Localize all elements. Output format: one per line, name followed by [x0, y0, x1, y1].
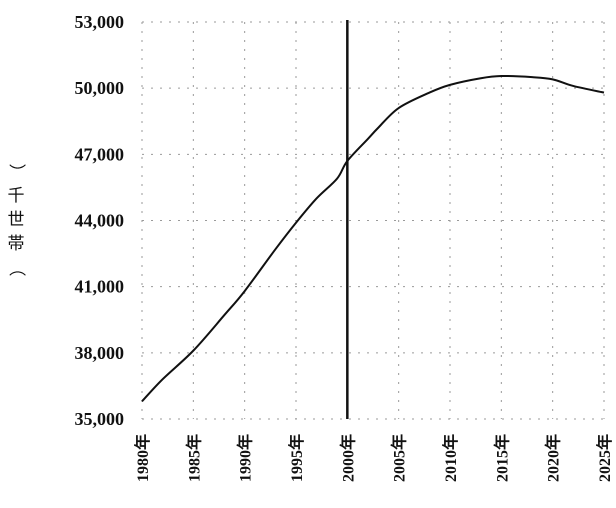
y-tick-label: 47,000 [75, 144, 125, 164]
x-tick-label: 2025年 [595, 434, 614, 482]
y-tick-label: 38,000 [75, 343, 125, 363]
y-tick-label: 53,000 [75, 12, 125, 32]
y-axis-ticks: 53,000 50,000 47,000 44,000 41,000 38,000 35,0… [75, 12, 125, 429]
x-axis-ticks: 1980年 1985年 1990年 1995年 2000年 2005年 2010年 2015年… [133, 434, 614, 482]
y-axis-title-char: 帯 [8, 234, 25, 254]
x-tick-label: 2005年 [390, 434, 409, 482]
y-axis-title-char: ） [6, 164, 26, 181]
y-tick-label: 44,000 [75, 211, 125, 231]
y-axis-title: ） 千世帯 （ [6, 164, 26, 277]
y-axis-title-char: （ [6, 260, 26, 277]
x-tick-label: 2020年 [544, 434, 563, 482]
y-tick-label: 41,000 [75, 277, 125, 297]
x-tick-label: 1980年 [133, 434, 152, 482]
x-tick-label: 2010年 [441, 434, 460, 482]
x-tick-label: 2015年 [492, 434, 511, 482]
series-line [141, 75, 605, 403]
y-axis-title-char: 千 [8, 186, 25, 206]
x-tick-label: 1985年 [184, 434, 203, 482]
y-tick-label: 50,000 [75, 78, 125, 98]
gridlines [141, 21, 605, 420]
x-tick-label: 1995年 [287, 434, 306, 482]
x-tick-label: 2000年 [338, 434, 357, 482]
y-tick-label: 35,000 [75, 409, 125, 429]
x-tick-label: 1990年 [236, 434, 255, 482]
y-axis-title-char: 世 [8, 210, 25, 230]
